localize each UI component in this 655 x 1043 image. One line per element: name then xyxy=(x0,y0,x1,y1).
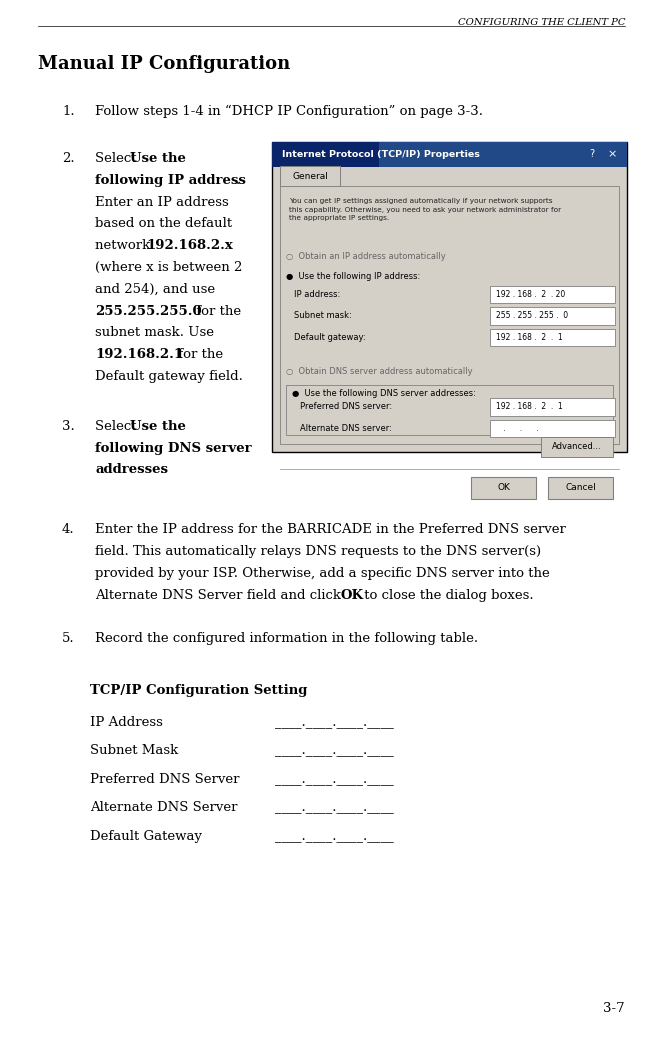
Text: Enter the IP address for the BARRICADE in the Preferred DNS server: Enter the IP address for the BARRICADE i… xyxy=(95,524,566,536)
Text: for the: for the xyxy=(193,305,242,318)
Text: ____.____.____.____: ____.____.____.____ xyxy=(275,773,394,785)
Bar xyxy=(286,385,613,435)
Text: following DNS server: following DNS server xyxy=(95,441,252,455)
Text: 5.: 5. xyxy=(62,632,75,646)
Bar xyxy=(272,142,627,167)
Text: Select: Select xyxy=(95,419,141,433)
Bar xyxy=(490,419,615,437)
Text: .: . xyxy=(236,174,240,187)
Text: Advanced...: Advanced... xyxy=(552,442,602,452)
Text: Use the: Use the xyxy=(130,419,187,433)
Text: for the: for the xyxy=(174,348,223,361)
Text: 192 . 168 .  2  .  1: 192 . 168 . 2 . 1 xyxy=(496,333,563,342)
Text: Alternate DNS Server field and click: Alternate DNS Server field and click xyxy=(95,588,345,602)
Text: Subnet Mask: Subnet Mask xyxy=(90,745,178,757)
Text: .: . xyxy=(160,463,164,477)
Text: following IP address: following IP address xyxy=(95,174,246,187)
Text: Enter an IP address: Enter an IP address xyxy=(95,196,229,209)
Text: General: General xyxy=(292,172,328,181)
Bar xyxy=(490,286,615,304)
Bar xyxy=(541,437,613,457)
Text: ×: × xyxy=(607,149,616,160)
Text: provided by your ISP. Otherwise, add a specific DNS server into the: provided by your ISP. Otherwise, add a s… xyxy=(95,566,550,580)
Text: Select: Select xyxy=(95,152,141,165)
Text: 255.255.255.0: 255.255.255.0 xyxy=(95,305,202,318)
Text: ____.____.____.____: ____.____.____.____ xyxy=(275,801,394,815)
Bar xyxy=(280,167,340,187)
Text: IP address:: IP address: xyxy=(294,290,340,299)
Text: Use the: Use the xyxy=(130,152,187,165)
Text: ____.____.____.____: ____.____.____.____ xyxy=(275,830,394,843)
Text: CONFIGURING THE CLIENT PC: CONFIGURING THE CLIENT PC xyxy=(457,18,625,27)
Text: OK: OK xyxy=(340,588,363,602)
Text: 192 . 168 .  2  . 20: 192 . 168 . 2 . 20 xyxy=(496,290,565,299)
Bar xyxy=(490,308,615,324)
Bar xyxy=(490,398,615,416)
Text: ○  Obtain an IP address automatically: ○ Obtain an IP address automatically xyxy=(286,252,446,262)
Text: Default gateway field.: Default gateway field. xyxy=(95,370,243,383)
Text: Subnet mask:: Subnet mask: xyxy=(294,312,352,320)
Bar xyxy=(379,142,627,167)
Bar xyxy=(286,193,613,243)
Text: to close the dialog boxes.: to close the dialog boxes. xyxy=(360,588,534,602)
Text: field. This automatically relays DNS requests to the DNS server(s): field. This automatically relays DNS req… xyxy=(95,545,541,558)
Text: Default gateway:: Default gateway: xyxy=(294,333,365,342)
Bar xyxy=(280,187,619,444)
Text: 255 . 255 . 255 .  0: 255 . 255 . 255 . 0 xyxy=(496,312,568,320)
Text: ____.____.____.____: ____.____.____.____ xyxy=(275,715,394,729)
Text: Preferred DNS Server: Preferred DNS Server xyxy=(90,773,240,785)
Text: Alternate DNS server:: Alternate DNS server: xyxy=(300,425,392,433)
Text: addresses: addresses xyxy=(95,463,168,477)
Text: Alternate DNS Server: Alternate DNS Server xyxy=(90,801,238,815)
Text: Cancel: Cancel xyxy=(565,484,596,492)
Text: based on the default: based on the default xyxy=(95,217,232,231)
Text: 3.: 3. xyxy=(62,419,75,433)
Text: subnet mask. Use: subnet mask. Use xyxy=(95,326,214,339)
Text: 192 . 168 .  2  .  1: 192 . 168 . 2 . 1 xyxy=(496,403,563,412)
Text: 2.: 2. xyxy=(62,152,75,165)
Text: Record the configured information in the following table.: Record the configured information in the… xyxy=(95,632,478,646)
Text: network: network xyxy=(95,239,155,252)
Bar xyxy=(471,477,536,499)
Text: 192.168.2.x: 192.168.2.x xyxy=(147,239,233,252)
Text: ●  Use the following DNS server addresses:: ● Use the following DNS server addresses… xyxy=(292,389,476,398)
Text: ●  Use the following IP address:: ● Use the following IP address: xyxy=(286,272,421,282)
Text: ?: ? xyxy=(589,149,594,160)
Text: Internet Protocol (TCP/IP) Properties: Internet Protocol (TCP/IP) Properties xyxy=(282,150,480,159)
Text: (where x is between 2: (where x is between 2 xyxy=(95,261,242,274)
Text: You can get IP settings assigned automatically if your network supports
this cap: You can get IP settings assigned automat… xyxy=(289,198,561,221)
Text: OK: OK xyxy=(497,484,510,492)
Text: Manual IP Configuration: Manual IP Configuration xyxy=(38,55,290,73)
Text: Preferred DNS server:: Preferred DNS server: xyxy=(300,403,392,412)
Bar xyxy=(272,142,627,452)
Bar xyxy=(548,477,613,499)
Text: .      .      .: . . . xyxy=(496,425,544,433)
Text: 192.168.2.1: 192.168.2.1 xyxy=(95,348,183,361)
Text: 4.: 4. xyxy=(62,524,75,536)
Text: ○  Obtain DNS server address automatically: ○ Obtain DNS server address automaticall… xyxy=(286,367,473,375)
Text: ____.____.____.____: ____.____.____.____ xyxy=(275,745,394,757)
Text: TCP/IP Configuration Setting: TCP/IP Configuration Setting xyxy=(90,684,307,698)
Text: 1.: 1. xyxy=(62,105,75,118)
Text: 3-7: 3-7 xyxy=(603,1002,625,1015)
Bar xyxy=(490,329,615,346)
Text: IP Address: IP Address xyxy=(90,715,163,729)
Text: Default Gateway: Default Gateway xyxy=(90,830,202,843)
Text: Follow steps 1-4 in “DHCP IP Configuration” on page 3-3.: Follow steps 1-4 in “DHCP IP Configurati… xyxy=(95,105,483,118)
Text: and 254), and use: and 254), and use xyxy=(95,283,215,296)
